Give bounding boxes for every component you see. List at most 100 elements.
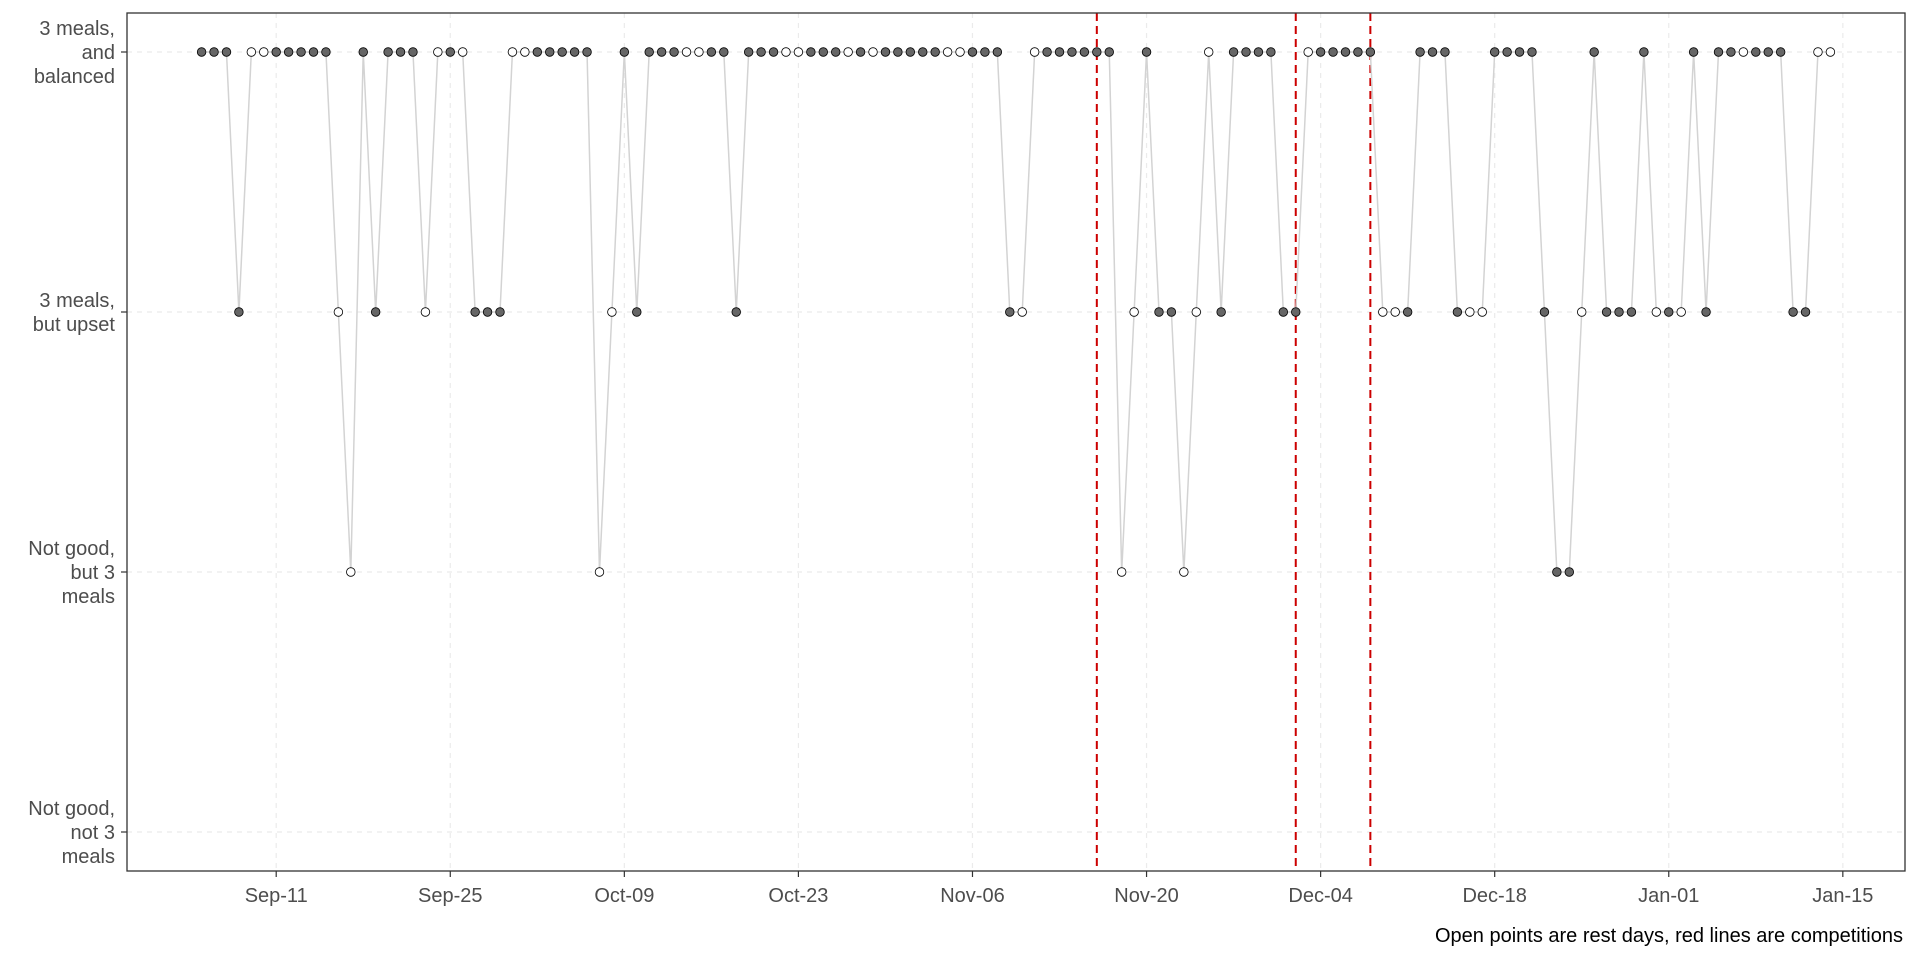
training-day-point	[445, 47, 455, 57]
training-day-point	[582, 47, 592, 57]
training-day-point	[1539, 307, 1550, 317]
training-day-point	[271, 47, 281, 57]
competition-lines	[1095, 13, 1372, 871]
training-day-point	[1800, 307, 1811, 317]
training-day-point	[644, 47, 654, 57]
rest-day-point	[1204, 47, 1214, 57]
training-day-point	[1365, 47, 1376, 57]
training-day-point	[1427, 47, 1438, 57]
rest-day-point	[520, 47, 530, 57]
y-tick-label-line: Not good,	[28, 538, 115, 560]
x-tick-label: Oct-23	[768, 885, 828, 907]
training-day-point	[1340, 47, 1351, 57]
x-tick-label: Sep-25	[418, 885, 483, 907]
training-day-point	[221, 47, 232, 57]
training-day-point	[1154, 307, 1164, 317]
data-points	[196, 47, 1836, 577]
rest-day-point	[694, 47, 704, 57]
rest-day-point	[1179, 567, 1189, 577]
rest-day-point	[1676, 307, 1686, 317]
training-day-point	[731, 307, 741, 317]
training-day-point	[1639, 47, 1649, 57]
training-day-point	[1315, 47, 1326, 57]
training-day-point	[619, 47, 630, 57]
x-tick-label: Jan-15	[1812, 885, 1873, 907]
training-day-point	[495, 307, 505, 317]
training-day-point	[1763, 47, 1773, 57]
training-day-point	[1042, 47, 1052, 57]
training-day-point	[1402, 307, 1413, 317]
grid-lines	[127, 13, 1905, 871]
training-day-point	[1166, 307, 1177, 317]
training-day-point	[1589, 47, 1599, 57]
training-day-point	[1552, 567, 1562, 577]
training-day-point	[1701, 307, 1711, 317]
rest-day-point	[942, 47, 953, 57]
training-day-point	[370, 307, 381, 317]
training-day-point	[743, 47, 754, 57]
training-day-point	[893, 47, 903, 57]
training-day-point	[1751, 47, 1761, 57]
training-day-point	[1514, 47, 1525, 57]
y-tick-label-line: 3 meals,	[39, 290, 115, 312]
training-day-point	[831, 47, 841, 57]
training-day-point	[1104, 47, 1114, 57]
training-day-point	[1216, 307, 1226, 317]
training-day-point	[1415, 47, 1425, 57]
rest-day-point	[1738, 47, 1749, 57]
y-tick-label-line: not 3	[71, 822, 115, 844]
rest-day-point	[346, 567, 356, 577]
training-day-point	[905, 47, 916, 57]
training-day-point	[1440, 47, 1450, 57]
training-day-point	[967, 47, 978, 57]
plot-panel	[127, 13, 1905, 871]
training-day-point	[1664, 307, 1674, 317]
rest-day-point	[458, 47, 468, 57]
rest-day-point	[1129, 307, 1139, 317]
training-day-point	[1564, 567, 1574, 577]
training-day-point	[918, 47, 928, 57]
y-tick-label-line: and	[82, 42, 115, 64]
rest-day-point	[1577, 307, 1587, 317]
rest-day-point	[1378, 307, 1388, 317]
training-day-point	[768, 47, 779, 57]
training-day-point	[569, 47, 580, 57]
x-tick-label: Oct-09	[594, 885, 654, 907]
training-day-point	[992, 47, 1003, 57]
rest-day-point	[843, 47, 853, 57]
training-day-point	[1601, 307, 1612, 317]
training-day-point	[234, 307, 244, 317]
rest-day-point	[607, 307, 617, 317]
training-day-point	[1266, 47, 1276, 57]
training-day-point	[482, 307, 493, 317]
training-day-point	[1005, 307, 1015, 317]
training-day-point	[1054, 47, 1065, 57]
y-tick-label-line: meals	[62, 586, 115, 608]
training-day-point	[470, 307, 480, 317]
training-day-point	[1278, 307, 1289, 317]
y-tick-label-line: balanced	[34, 66, 115, 88]
rest-day-point	[681, 47, 692, 57]
y-tick-label: Not good, but 3 meals	[28, 538, 115, 608]
x-tick-label: Nov-06	[940, 885, 1004, 907]
rest-day-point	[793, 47, 804, 57]
training-day-point	[1328, 47, 1338, 57]
training-day-point	[196, 47, 207, 57]
training-day-point	[1141, 47, 1152, 57]
training-day-point	[656, 47, 667, 57]
training-day-point	[1726, 47, 1736, 57]
x-tick-label: Dec-18	[1462, 885, 1526, 907]
rest-day-point	[333, 307, 344, 317]
chart-caption: Open points are rest days, red lines are…	[1435, 925, 1903, 947]
rest-day-point	[259, 47, 269, 57]
training-day-point	[283, 47, 294, 57]
rest-day-point	[1191, 307, 1201, 317]
training-day-point	[756, 47, 766, 57]
training-day-point	[1775, 47, 1786, 57]
training-day-point	[1489, 47, 1500, 57]
training-day-point	[358, 47, 368, 57]
rest-day-point	[1303, 47, 1313, 57]
rest-day-point	[1017, 307, 1027, 317]
y-tick-label-line: 3 meals,	[39, 18, 115, 40]
